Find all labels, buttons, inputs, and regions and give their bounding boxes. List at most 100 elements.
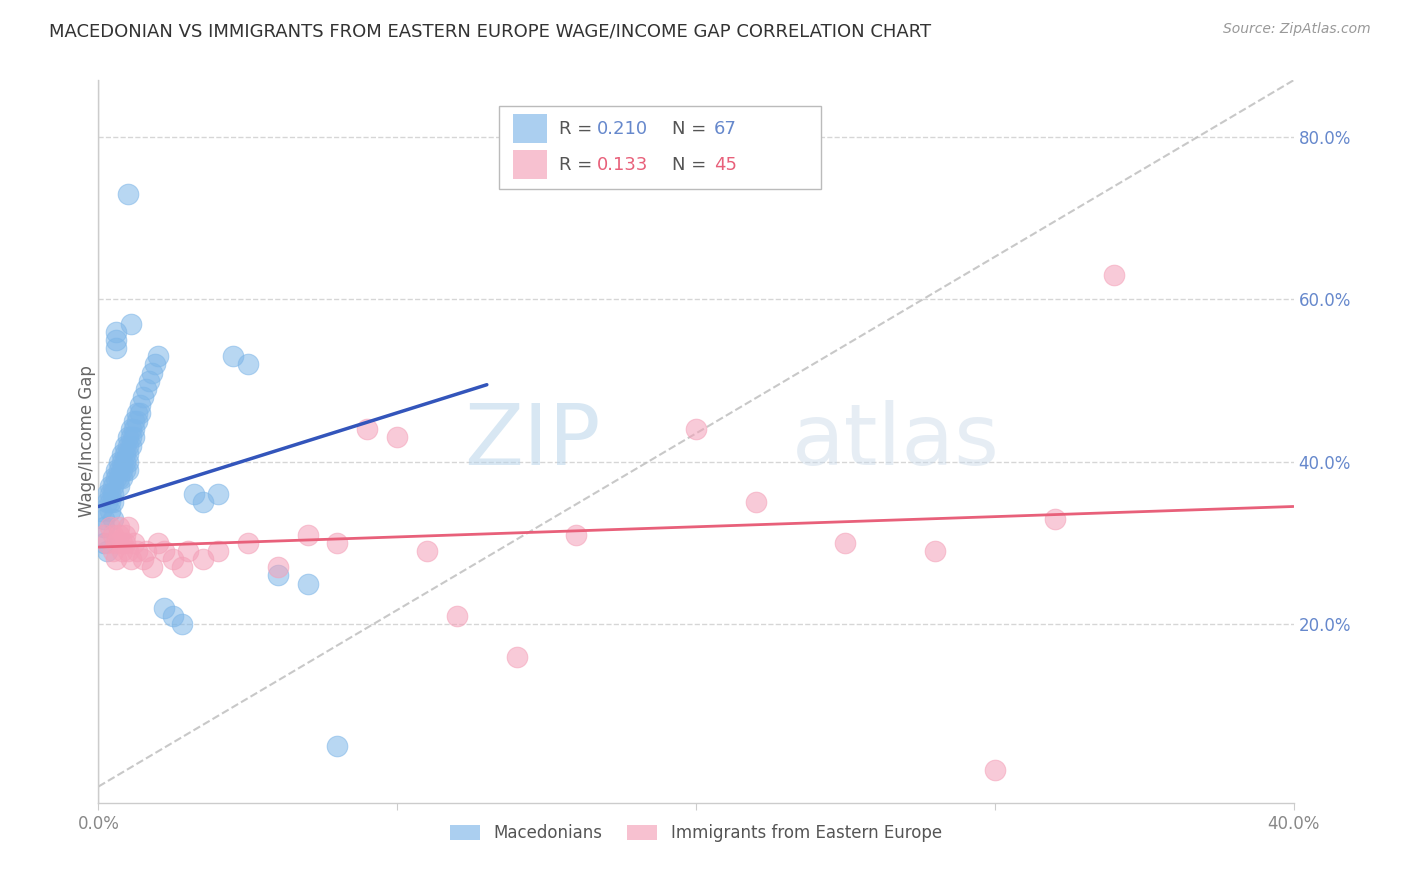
Point	[105, 325, 128, 339]
Point	[207, 487, 229, 501]
Point	[105, 536, 128, 550]
Point	[111, 463, 134, 477]
Point	[114, 536, 136, 550]
Point	[148, 349, 170, 363]
Point	[191, 495, 214, 509]
Point	[124, 422, 146, 436]
Point	[93, 511, 115, 525]
Point	[120, 552, 142, 566]
Point	[105, 552, 128, 566]
Text: R =: R =	[558, 156, 598, 174]
Point	[148, 536, 170, 550]
Point	[105, 463, 128, 477]
Point	[236, 358, 259, 372]
Point	[103, 544, 125, 558]
Point	[207, 544, 229, 558]
Point	[108, 479, 131, 493]
Point	[326, 739, 349, 753]
Point	[111, 455, 134, 469]
Point	[105, 341, 128, 355]
Point	[120, 430, 142, 444]
Point	[120, 317, 142, 331]
Point	[96, 487, 118, 501]
Point	[132, 390, 155, 404]
Point	[141, 560, 163, 574]
Text: ZIP: ZIP	[464, 400, 600, 483]
Point	[416, 544, 439, 558]
Point	[172, 560, 194, 574]
Point	[108, 471, 131, 485]
Text: atlas: atlas	[792, 400, 1000, 483]
Point	[267, 568, 290, 582]
Point	[385, 430, 409, 444]
Text: MACEDONIAN VS IMMIGRANTS FROM EASTERN EUROPE WAGE/INCOME GAP CORRELATION CHART: MACEDONIAN VS IMMIGRANTS FROM EASTERN EU…	[49, 22, 931, 40]
Point	[98, 503, 122, 517]
Point	[685, 422, 707, 436]
Point	[108, 463, 131, 477]
Legend: Macedonians, Immigrants from Eastern Europe: Macedonians, Immigrants from Eastern Eur…	[443, 817, 949, 848]
Point	[93, 520, 115, 534]
Point	[117, 544, 139, 558]
Point	[506, 649, 529, 664]
Point	[90, 503, 112, 517]
Point	[114, 528, 136, 542]
Point	[103, 471, 125, 485]
Point	[135, 382, 157, 396]
Point	[103, 528, 125, 542]
Point	[117, 447, 139, 461]
Point	[98, 495, 122, 509]
Point	[127, 414, 149, 428]
Point	[177, 544, 200, 558]
Text: N =: N =	[672, 156, 711, 174]
Point	[124, 536, 146, 550]
Point	[111, 544, 134, 558]
Point	[132, 552, 155, 566]
Text: 0.133: 0.133	[596, 156, 648, 174]
Point	[162, 552, 184, 566]
Text: 0.210: 0.210	[596, 120, 648, 137]
Point	[98, 487, 122, 501]
Point	[108, 520, 131, 534]
Point	[127, 544, 149, 558]
Text: 67: 67	[714, 120, 737, 137]
Point	[153, 544, 176, 558]
Point	[135, 544, 157, 558]
Point	[191, 552, 214, 566]
Point	[141, 366, 163, 380]
Point	[129, 406, 152, 420]
Point	[114, 455, 136, 469]
FancyBboxPatch shape	[499, 105, 821, 189]
Point	[143, 358, 166, 372]
Point	[117, 520, 139, 534]
Point	[103, 479, 125, 493]
Point	[326, 536, 349, 550]
Point	[924, 544, 946, 558]
Point	[153, 601, 176, 615]
Point	[117, 186, 139, 201]
Point	[108, 455, 131, 469]
Point	[96, 544, 118, 558]
Text: Source: ZipAtlas.com: Source: ZipAtlas.com	[1223, 22, 1371, 37]
Point	[114, 447, 136, 461]
Point	[124, 430, 146, 444]
Text: N =: N =	[672, 120, 711, 137]
Point	[108, 528, 131, 542]
Point	[267, 560, 290, 574]
Point	[96, 495, 118, 509]
Point	[111, 447, 134, 461]
Point	[565, 528, 588, 542]
Point	[297, 576, 319, 591]
Point	[114, 439, 136, 453]
Point	[222, 349, 245, 363]
Point	[93, 536, 115, 550]
Point	[129, 398, 152, 412]
Point	[105, 471, 128, 485]
Point	[183, 487, 205, 501]
Point	[103, 495, 125, 509]
Point	[117, 455, 139, 469]
Point	[114, 463, 136, 477]
Point	[124, 414, 146, 428]
Point	[1104, 268, 1126, 282]
Point	[120, 439, 142, 453]
Y-axis label: Wage/Income Gap: Wage/Income Gap	[79, 366, 96, 517]
